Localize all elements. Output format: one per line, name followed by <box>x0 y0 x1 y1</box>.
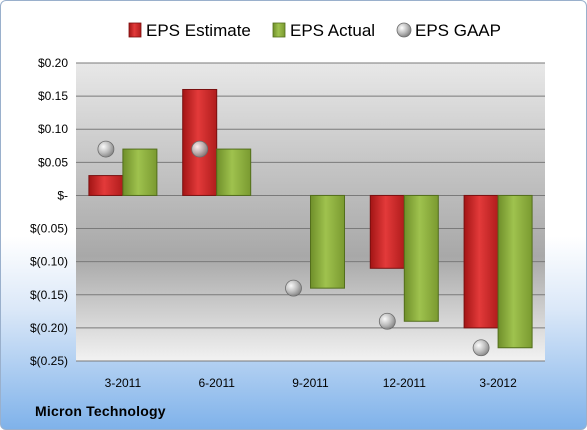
y-axis-ticks: $0.20 $0.15 $0.10 $0.05 $- $(0.05) $(0.10) $(0.… <box>30 56 68 368</box>
legend-label: EPS Actual <box>290 21 375 40</box>
x-tick-label: 3-2012 <box>479 376 517 390</box>
legend: EPS Estimate EPS Actual EPS GAAP <box>128 21 501 40</box>
marker-eps-gaap <box>97 140 115 158</box>
y-tick-label: $(0.10) <box>30 255 68 269</box>
y-tick-label: $- <box>57 188 68 202</box>
bar-eps-actual <box>403 194 439 322</box>
gaap-markers-layer <box>97 140 490 357</box>
y-tick-label: $(0.20) <box>30 321 68 335</box>
x-tick-label: 12-2011 <box>383 376 426 390</box>
y-tick-label: $(0.25) <box>30 354 68 368</box>
legend-label: EPS GAAP <box>415 21 501 40</box>
x-tick-label: 6-2011 <box>198 376 235 390</box>
y-tick-label: $0.15 <box>38 89 68 103</box>
bar-eps-estimate <box>88 175 124 196</box>
bar-eps-actual <box>310 194 345 289</box>
x-tick-label: 3-2011 <box>105 376 142 390</box>
legend-swatch <box>396 22 412 38</box>
company-label: Micron Technology <box>35 403 166 419</box>
bar-eps-estimate <box>369 194 405 269</box>
legend-swatch <box>128 22 142 38</box>
marker-eps-gaap <box>378 312 396 330</box>
y-tick-label: $(0.05) <box>30 222 68 236</box>
legend-label: EPS Estimate <box>146 21 251 40</box>
x-axis-ticks: 3-2011 6-2011 9-2011 12-2011 3-2012 <box>105 376 517 390</box>
marker-eps-gaap <box>472 339 490 357</box>
marker-eps-gaap <box>191 140 209 158</box>
x-tick-label: 9-2011 <box>292 376 329 390</box>
y-tick-label: $0.10 <box>38 122 68 136</box>
bar-eps-estimate <box>463 194 499 329</box>
y-tick-label: $0.05 <box>38 155 68 169</box>
marker-eps-gaap <box>285 279 302 297</box>
legend-swatch <box>272 22 286 38</box>
bar-eps-actual <box>216 148 252 196</box>
bar-eps-actual <box>497 194 533 349</box>
y-tick-label: $0.20 <box>38 56 68 70</box>
y-tick-label: $(0.15) <box>30 288 68 302</box>
bar-eps-actual <box>122 148 158 196</box>
